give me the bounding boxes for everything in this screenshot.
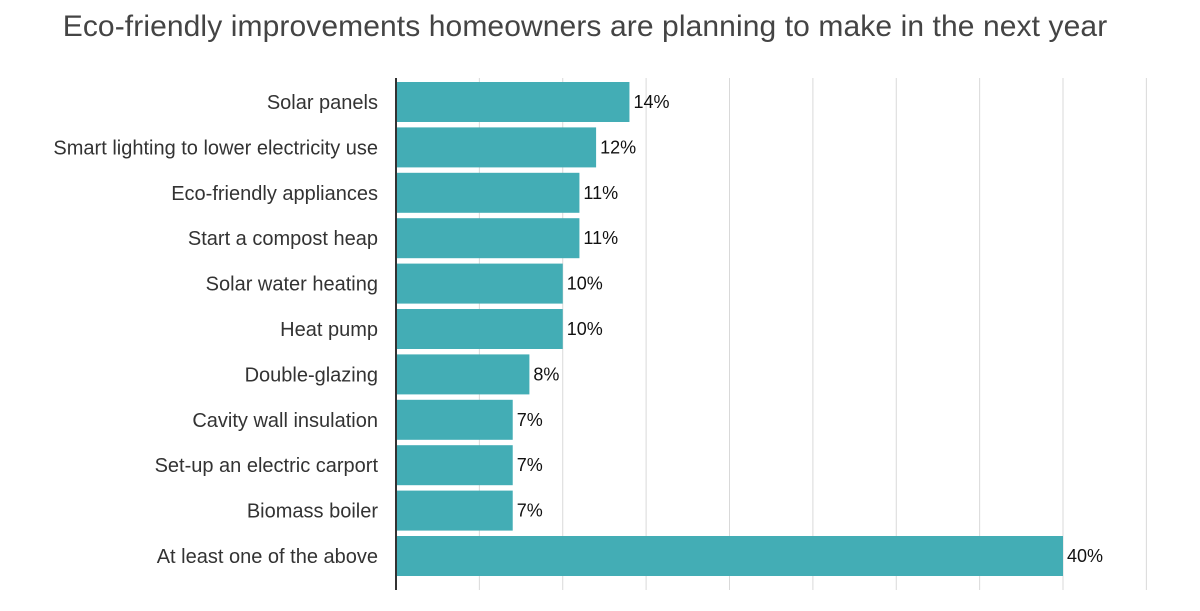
chart-title: Eco-friendly improvements homeowners are…: [62, 10, 1108, 43]
data-label: 10%: [567, 319, 603, 339]
bar: [396, 536, 1063, 576]
category-label: Heat pump: [280, 319, 378, 341]
category-label: Cavity wall insulation: [192, 410, 378, 432]
data-label: 11%: [583, 183, 618, 203]
data-label: 11%: [583, 228, 618, 248]
data-label: 12%: [600, 137, 636, 157]
category-label: Smart lighting to lower electricity use: [53, 137, 378, 159]
data-label: 7%: [517, 501, 543, 521]
data-label: 10%: [567, 274, 603, 294]
data-label: 40%: [1067, 546, 1103, 566]
data-label: 8%: [533, 364, 559, 384]
category-label: Start a compost heap: [188, 228, 378, 250]
bar: [396, 309, 563, 349]
data-label: 14%: [633, 92, 669, 112]
category-label: Eco-friendly appliances: [171, 183, 378, 205]
category-label: Set-up an electric carport: [155, 455, 379, 477]
bar: [396, 127, 597, 168]
category-label: Solar water heating: [206, 274, 378, 296]
bar: [396, 490, 513, 531]
data-label: 7%: [517, 410, 543, 430]
bar: [396, 399, 513, 440]
bar: [396, 218, 580, 259]
bar: [396, 172, 580, 213]
bar: [396, 263, 563, 304]
data-label: 7%: [517, 455, 543, 475]
category-label: Biomass boiler: [247, 501, 379, 523]
category-label: Solar panels: [267, 92, 378, 114]
bar: [396, 82, 630, 122]
category-label: Double-glazing: [245, 364, 378, 386]
bar: [396, 445, 513, 486]
category-label: At least one of the above: [157, 546, 378, 568]
bar: [396, 354, 530, 395]
